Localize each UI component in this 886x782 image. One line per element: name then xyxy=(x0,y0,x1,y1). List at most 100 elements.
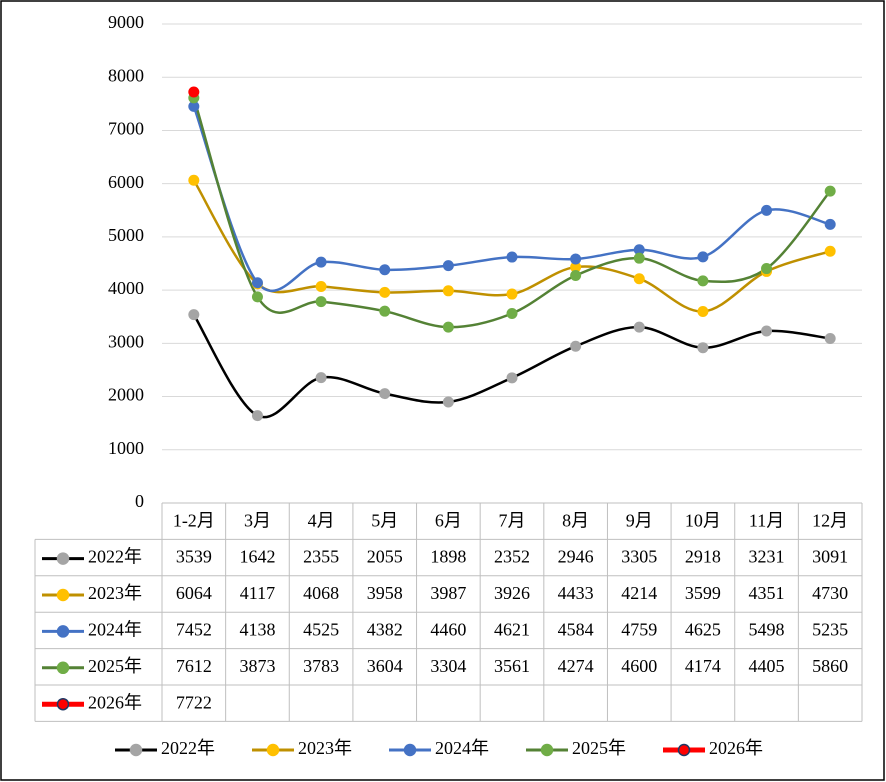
data-point xyxy=(697,305,709,317)
table-series-name: 2022年 xyxy=(88,547,142,567)
data-point xyxy=(633,321,645,333)
table-value: 3231 xyxy=(749,547,785,567)
table-value: 7612 xyxy=(176,656,212,676)
data-point xyxy=(315,372,327,384)
data-point xyxy=(633,273,645,285)
x-tick-label: 8月 xyxy=(562,510,589,530)
data-point xyxy=(188,100,200,112)
x-tick-label: 9月 xyxy=(626,510,653,530)
table-value: 6064 xyxy=(176,583,212,603)
x-tick-label: 10月 xyxy=(685,510,721,530)
table-value: 5235 xyxy=(812,620,848,640)
data-point xyxy=(570,261,582,273)
x-tick-label: 6月 xyxy=(435,510,462,530)
data-point xyxy=(824,332,836,344)
x-tick-label: 12月 xyxy=(812,510,848,530)
data-point xyxy=(697,342,709,354)
data-point xyxy=(633,244,645,256)
x-tick-label: 4月 xyxy=(308,510,335,530)
table-value: 2918 xyxy=(685,547,721,567)
data-point xyxy=(506,372,518,384)
legend-marker xyxy=(677,743,691,757)
data-point xyxy=(824,185,836,197)
data-point xyxy=(761,325,773,337)
table-value: 3091 xyxy=(812,547,848,567)
data-point xyxy=(315,256,327,268)
legend-label: 2024年 xyxy=(435,738,489,758)
data-point xyxy=(442,260,454,272)
table-value: 4759 xyxy=(621,620,657,640)
data-point xyxy=(506,251,518,263)
table-value: 4625 xyxy=(685,620,721,640)
data-point xyxy=(570,340,582,352)
data-point xyxy=(506,288,518,300)
y-tick-label: 0 xyxy=(135,491,144,511)
table-value: 5498 xyxy=(749,620,785,640)
legend-marker xyxy=(403,743,417,757)
table-value: 3873 xyxy=(239,656,275,676)
table-value: 4730 xyxy=(812,583,848,603)
data-point xyxy=(315,296,327,308)
x-tick-label: 3月 xyxy=(244,510,271,530)
table-value: 4274 xyxy=(558,656,594,676)
table-value: 3987 xyxy=(430,583,466,603)
data-point xyxy=(570,270,582,282)
y-tick-label: 1000 xyxy=(108,438,144,458)
data-point xyxy=(188,86,200,98)
data-point xyxy=(570,253,582,265)
table-legend-marker xyxy=(56,661,70,675)
data-point xyxy=(633,252,645,264)
table-value: 4460 xyxy=(430,620,466,640)
table-value: 3604 xyxy=(367,656,403,676)
y-tick-label: 4000 xyxy=(108,278,144,298)
legend-marker xyxy=(540,743,554,757)
table-legend-marker xyxy=(56,588,70,602)
table-legend-marker xyxy=(56,697,70,711)
legend-marker xyxy=(129,743,143,757)
table-series-name: 2025年 xyxy=(88,656,142,676)
table-value: 3305 xyxy=(621,547,657,567)
table-value: 4433 xyxy=(558,583,594,603)
data-point xyxy=(379,388,391,400)
table-value: 3599 xyxy=(685,583,721,603)
table-value: 1642 xyxy=(239,547,275,567)
data-point xyxy=(251,291,263,303)
y-tick-label: 6000 xyxy=(108,172,144,192)
table-value: 7452 xyxy=(176,620,212,640)
table-value: 4621 xyxy=(494,620,530,640)
table-value: 4214 xyxy=(621,583,657,603)
table-value: 7722 xyxy=(176,692,212,712)
x-tick-label: 7月 xyxy=(499,510,526,530)
data-point xyxy=(506,307,518,319)
data-point xyxy=(379,305,391,317)
table-value: 3304 xyxy=(430,656,466,676)
data-point xyxy=(251,277,263,289)
table-value: 3783 xyxy=(303,656,339,676)
data-point xyxy=(379,264,391,276)
table-value: 2055 xyxy=(367,547,403,567)
legend-marker xyxy=(266,743,280,757)
table-series-name: 2023年 xyxy=(88,583,142,603)
table-value: 4405 xyxy=(749,656,785,676)
table-series-name: 2026年 xyxy=(88,692,142,712)
series-line xyxy=(192,313,831,419)
data-point xyxy=(315,280,327,292)
table-value: 4600 xyxy=(621,656,657,676)
series-line xyxy=(192,105,831,292)
table-value: 3561 xyxy=(494,656,530,676)
data-point xyxy=(442,321,454,333)
x-tick-label: 5月 xyxy=(371,510,398,530)
legend-label: 2023年 xyxy=(298,738,352,758)
table-value: 4117 xyxy=(240,583,275,603)
table-value: 3926 xyxy=(494,583,530,603)
y-tick-label: 5000 xyxy=(108,225,144,245)
table-value: 4351 xyxy=(749,583,785,603)
table-value: 3958 xyxy=(367,583,403,603)
x-tick-label: 1-2月 xyxy=(173,510,215,530)
table-value: 2352 xyxy=(494,547,530,567)
x-tick-label: 11月 xyxy=(749,510,784,530)
legend-label: 2025年 xyxy=(572,738,626,758)
data-point xyxy=(188,174,200,186)
table-series-name: 2024年 xyxy=(88,620,142,640)
